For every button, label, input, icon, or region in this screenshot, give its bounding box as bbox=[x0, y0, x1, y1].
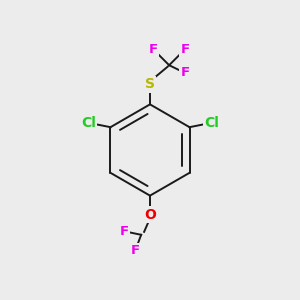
Text: F: F bbox=[148, 43, 158, 56]
Text: S: S bbox=[145, 77, 155, 91]
Text: Cl: Cl bbox=[204, 116, 219, 130]
Text: Cl: Cl bbox=[81, 116, 96, 130]
Text: O: O bbox=[144, 208, 156, 222]
Text: F: F bbox=[131, 244, 140, 257]
Text: F: F bbox=[119, 225, 129, 239]
Text: F: F bbox=[181, 43, 190, 56]
Text: F: F bbox=[181, 66, 190, 79]
